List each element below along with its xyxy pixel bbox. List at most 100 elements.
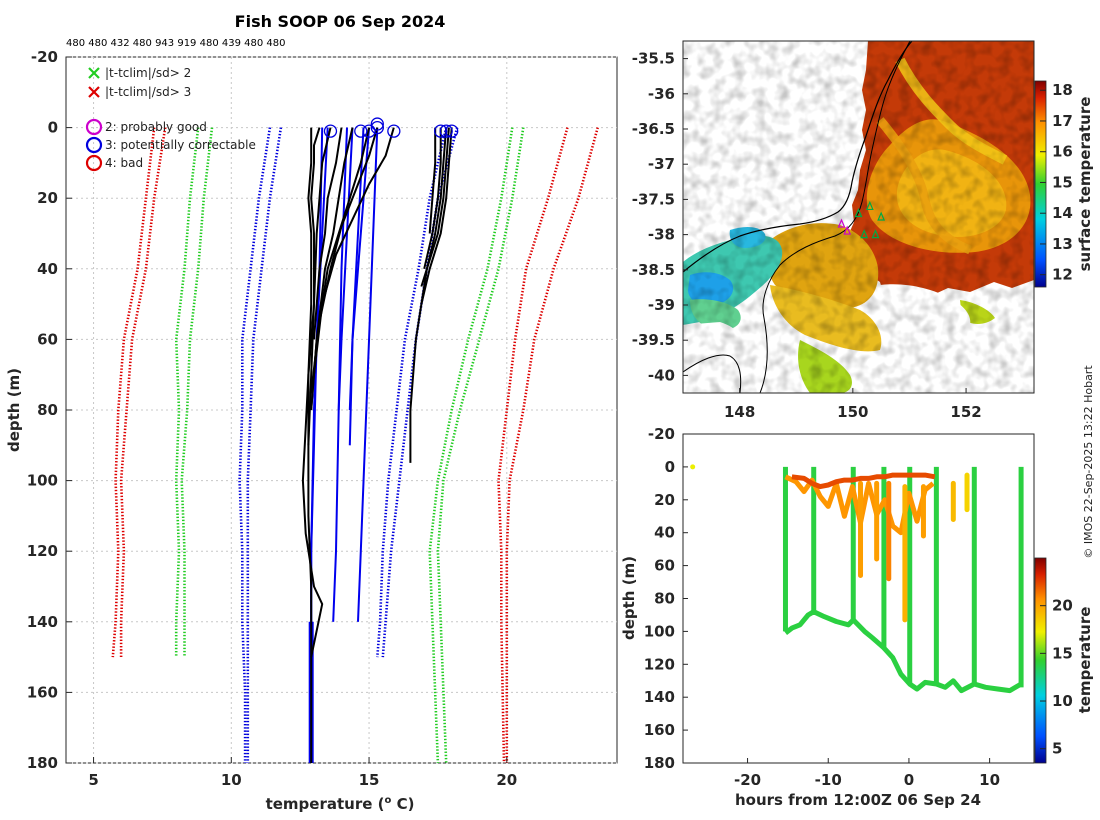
time-depth-ylabel: depth (m) [620,556,638,640]
time-depth-colorbar-tick-label: 5 [1052,740,1062,758]
profile-title: Fish SOOP 06 Sep 2024 [235,12,446,31]
time-depth-plot: -20 -10 0 10 -20 0 20 40 60 80 100 120 140 160 180 hou… [620,425,1094,809]
profile-line [357,127,379,622]
time-depth-y-tick-label: 20 [654,491,675,509]
map-y-tick-label: -36 [648,85,675,103]
time-depth-y-tick-label: 180 [644,754,675,772]
profile-line [428,127,437,234]
profile-line [313,127,343,340]
time-depth-y-tick-label: 80 [654,590,675,608]
map-colorbar-tick-label: 18 [1052,81,1073,99]
flag-circle [362,124,376,138]
time-depth-x-tick-label: 0 [904,771,914,789]
track-marker [837,218,846,228]
climatology-envelope [111,127,156,658]
track-marker [843,225,852,235]
legend-label: |t-tclim|/sd> 3 [105,85,191,99]
coastline-shelf-edge [759,41,911,393]
profile-line [423,127,442,270]
good-profiles [301,127,453,763]
time-depth-x-tick-label: -10 [815,771,842,789]
legend-label: |t-tclim|/sd> 2 [105,66,191,80]
time-depth-y-tick-label: 160 [644,721,675,739]
time-depth-y-tick-label: 0 [665,458,675,476]
time-depth-y-tick-label: -20 [648,425,675,443]
profile-y-tick-label: 80 [37,401,58,419]
climatology-envelope [238,127,272,763]
map-colorbar-tick-label: 17 [1052,112,1073,130]
time-depth-y-tick-label: 120 [644,655,675,673]
map-y-tick-label: -37 [648,155,675,173]
profile-y-tick-label: 100 [27,472,58,490]
climatology-envelope [119,127,167,658]
time-depth-y-tick-label: 100 [644,622,675,640]
profile-y-tick-label: 180 [27,754,58,772]
map-x-tick-label: 150 [837,403,868,421]
time-depth-colorbar-tick-label: 15 [1052,644,1073,662]
coastline-mainland [683,41,913,273]
track-marker [865,200,874,211]
climatology-envelope [376,127,448,658]
profile-line [348,127,371,411]
time-depth-ticks: -20 -10 0 10 -20 0 20 40 60 80 100 120 140 160 180 [644,425,1000,789]
profile-x-tick-label: 10 [221,771,242,789]
profile-x-tick-label: 20 [496,771,517,789]
time-depth-colorbar-ticks: 5 10 15 20 [1040,597,1073,758]
map-colorbar-tick-label: 12 [1052,266,1073,284]
map-y-tick-label: -37.5 [632,190,675,208]
profile-plot: 5 10 15 20 -20 0 20 40 60 80 100 120 140 160 180 Fish … [5,12,618,813]
time-depth-colorbar-tick-label: 20 [1052,597,1073,615]
profile-xlabel: temperature (o C) [266,795,415,813]
profile-y-tick-label: 0 [48,119,58,137]
climatology-envelope [428,127,514,763]
flag-circle [370,117,384,131]
flag-circle [323,124,338,138]
flag-circle [445,124,459,138]
map-colorbar-tick-label: 14 [1052,204,1073,222]
map-x-tick-label: 152 [950,403,981,421]
profile-line [420,127,453,305]
legend-label: 3: potentially correctable [105,138,256,152]
flag-circle [354,124,368,138]
profile-line [337,127,354,411]
map-x-tick-label: 148 [724,403,755,421]
profile-line [420,127,450,287]
time-depth-y-tick-label: 140 [644,688,675,706]
time-depth-colorbar-tick-label: 10 [1052,692,1073,710]
map-ticks: 148 150 152 -35.5 -36 -36.5 -37 -37.5 -38 -38.5 -3… [632,50,982,421]
map-y-tick-label: -38.5 [632,261,675,279]
time-depth-y-tick-label: 60 [654,557,675,575]
map-y-tick-label: -36.5 [632,120,675,138]
legend-label: 4: bad [105,156,143,170]
map-colorbar-label: surface temperature [1076,97,1094,272]
map-colorbar-tick-label: 15 [1052,173,1073,191]
climatology-envelope [436,127,525,763]
time-depth-data [690,464,1024,694]
profile-y-tick-label: 160 [27,683,58,701]
profile-counts: 480 480 432 480 943 919 480 439 480 480 [66,38,285,49]
legend-label: 2: probably good [105,120,207,134]
track-marker [871,229,880,239]
time-depth-xlabel: hours from 12:00Z 06 Sep 24 [735,791,981,809]
profile-x-tick-label: 5 [88,771,98,789]
map-colorbar-tick-label: 16 [1052,143,1073,161]
profile-y-tick-label: 120 [27,542,58,560]
profile-line [409,127,448,463]
sst-map: 148 150 152 -35.5 -36 -36.5 -37 -37.5 -38 -38.5 -3… [632,40,1094,421]
profile-x-tick-label: 15 [359,771,380,789]
legend-marker [88,86,100,98]
flag-circle [439,124,453,138]
map-frame [682,40,1035,394]
map-y-tick-label: -35.5 [632,50,675,68]
td-bottom-track [783,609,1023,694]
profile-line [307,127,313,446]
track-marker [860,229,869,239]
flag-circle [370,120,384,135]
time-depth-y-tick-label: 40 [654,524,675,542]
xlabel-part-1: temperature ( [266,795,385,813]
xlabel-part-2: C) [391,795,414,813]
legend-marker [85,136,103,154]
profile-y-tick-label: 140 [27,613,58,631]
time-depth-colorbar [1034,557,1047,764]
